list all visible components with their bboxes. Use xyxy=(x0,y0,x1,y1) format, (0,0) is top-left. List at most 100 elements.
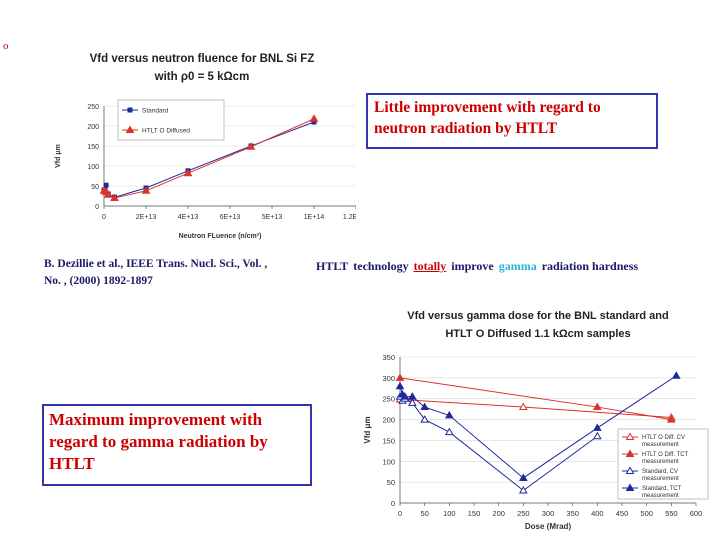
y-tick-label: 0 xyxy=(95,204,99,211)
y-tick-label: 50 xyxy=(387,478,395,487)
chart-title-line-2: HTLT O Diffused 1.1 kΩcm samples xyxy=(445,328,630,340)
legend-marker xyxy=(625,432,635,440)
x-tick-label: 0 xyxy=(102,214,106,221)
x-tick-label: 100 xyxy=(443,509,456,518)
neutron-callout: Little improvement with regard to neutro… xyxy=(366,93,658,149)
neutron-chart: Vfd versus neutron fluence for BNL Si FZ… xyxy=(42,46,356,248)
chart-background xyxy=(42,46,356,248)
chart-title-line-1: Vfd versus neutron fluence for BNL Si FZ xyxy=(90,53,315,65)
chart-title-line-2: with ρ0 = 5 kΩcm xyxy=(154,71,250,83)
y-tick-label: 350 xyxy=(382,353,395,362)
legend-label: HTLT O Diffused xyxy=(142,128,190,135)
legend-label: measurement xyxy=(642,442,679,448)
data-point xyxy=(592,423,602,431)
y-tick-label: 100 xyxy=(87,164,99,171)
neutron-chart-svg: Vfd versus neutron fluence for BNL Si FZ… xyxy=(42,46,356,248)
y-axis-label: Vfd μm xyxy=(55,144,62,168)
legend-label: Standard, TCT xyxy=(642,486,682,492)
y-tick-label: 250 xyxy=(382,395,395,404)
citation-line-2: No. , (2000) 1892-1897 xyxy=(44,275,153,287)
x-tick-label: 400 xyxy=(591,509,604,518)
data-point xyxy=(309,114,319,122)
legend-box xyxy=(617,428,709,500)
gamma-callout: Maximum improvement with regard to gamma… xyxy=(42,404,312,486)
data-point xyxy=(400,392,410,400)
x-tick-label: 250 xyxy=(517,509,530,518)
data-point xyxy=(395,373,405,381)
data-point xyxy=(444,427,454,436)
x-tick-label: 350 xyxy=(566,509,579,518)
citation: B. Dezillie et al., IEEE Trans. Nucl. Sc… xyxy=(44,256,304,290)
data-point xyxy=(110,193,119,201)
y-tick-label: 200 xyxy=(87,124,99,131)
legend-box xyxy=(117,99,225,141)
x-tick-label: 5E+13 xyxy=(262,214,283,221)
headline-part-6: radiation hardness xyxy=(541,259,639,273)
headline-part-5: gamma xyxy=(498,259,537,273)
legend-label: HTLT O Diff. TCT xyxy=(642,452,689,458)
headline-part-3: totally xyxy=(413,259,447,273)
data-point xyxy=(246,142,256,150)
y-tick-label: 0 xyxy=(391,499,395,508)
headline-part-4: improve xyxy=(451,259,494,273)
x-tick-label: 450 xyxy=(616,509,629,518)
x-tick-label: 6E+13 xyxy=(220,214,241,221)
x-tick-label: 50 xyxy=(420,509,428,518)
data-point xyxy=(407,398,417,406)
legend-marker xyxy=(625,449,635,457)
x-tick-label: 600 xyxy=(690,509,703,518)
y-tick-label: 150 xyxy=(87,144,99,151)
corner-mark: o xyxy=(3,40,9,52)
data-point xyxy=(671,371,681,379)
gamma-chart: Vfd versus gamma dose for the BNL standa… xyxy=(356,297,714,533)
x-axis-label: Neutron FLuence (n/cm²) xyxy=(179,233,262,240)
data-point xyxy=(311,119,317,125)
headline-part-1: HTLT xyxy=(316,259,349,273)
x-tick-label: 4E+13 xyxy=(178,214,199,221)
legend-label: measurement xyxy=(642,459,679,465)
x-tick-label: 0 xyxy=(398,509,402,518)
data-point xyxy=(420,415,430,423)
y-tick-label: 200 xyxy=(382,416,395,425)
data-point xyxy=(518,402,528,411)
data-point xyxy=(407,392,417,400)
data-point xyxy=(183,168,193,177)
legend-marker xyxy=(625,483,635,491)
y-tick-label: 50 xyxy=(91,184,99,191)
y-tick-label: 300 xyxy=(382,374,395,383)
data-point xyxy=(420,402,430,411)
legend-label: measurement xyxy=(642,493,679,499)
data-point xyxy=(592,431,602,440)
legend-label: Standard, CV xyxy=(642,469,678,475)
x-tick-label: 300 xyxy=(542,509,555,518)
x-tick-label: 150 xyxy=(468,509,481,518)
data-point xyxy=(518,473,528,481)
chart-title-line-1: Vfd versus gamma dose for the BNL standa… xyxy=(407,310,668,322)
data-point xyxy=(444,410,454,419)
x-tick-label: 2E+13 xyxy=(136,214,157,221)
data-point xyxy=(103,190,113,198)
x-tick-label: 200 xyxy=(492,509,505,518)
y-tick-label: 100 xyxy=(382,457,395,466)
citation-line-1: B. Dezillie et al., IEEE Trans. Nucl. Sc… xyxy=(44,258,268,270)
x-tick-label: 500 xyxy=(640,509,653,518)
legend-marker xyxy=(127,107,133,113)
y-axis-label: Vfd μm xyxy=(363,416,372,443)
data-point xyxy=(141,186,151,194)
x-tick-label: 1.2E+14 xyxy=(343,214,356,221)
legend-marker xyxy=(625,466,635,474)
x-axis-label: Dose (Mrad) xyxy=(525,522,572,531)
data-point xyxy=(592,402,602,411)
x-tick-label: 550 xyxy=(665,509,678,518)
data-point xyxy=(518,485,528,494)
y-tick-label: 150 xyxy=(382,436,395,445)
gamma-chart-svg: Vfd versus gamma dose for the BNL standa… xyxy=(356,297,714,533)
headline: HTLT technology totally improve gamma radiati… xyxy=(316,259,638,274)
legend-marker xyxy=(125,125,135,133)
y-tick-label: 250 xyxy=(87,104,99,111)
data-point xyxy=(395,381,405,390)
x-tick-label: 1E+14 xyxy=(304,214,325,221)
legend-label: measurement xyxy=(642,476,679,482)
data-point xyxy=(103,182,109,188)
legend-label: HTLT O Diff. CV xyxy=(642,435,685,441)
